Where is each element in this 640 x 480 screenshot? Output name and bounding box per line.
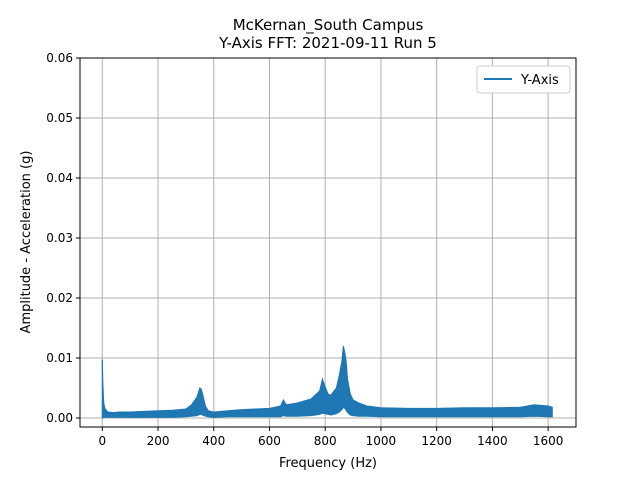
x-axis-ticks: 0 200 400 600 800 1000 1200 1400 1600 — [98, 427, 563, 448]
y-tick-label: 0.00 — [46, 411, 73, 425]
plot-series — [101, 345, 553, 419]
legend-box — [476, 65, 571, 94]
y-tick-label: 0.02 — [46, 291, 73, 305]
chart-title-line1: McKernan_South Campus — [233, 16, 424, 35]
y-tick-label: 0.04 — [46, 171, 73, 185]
x-tick-label: 400 — [202, 434, 225, 448]
x-tick-label: 200 — [147, 434, 170, 448]
x-tick-label: 1000 — [366, 434, 397, 448]
y-axis-ticks: 0.00 0.01 0.02 0.03 0.04 0.05 0.06 — [46, 51, 80, 425]
chart-title-line2: Y-Axis FFT: 2021-09-11 Run 5 — [218, 34, 437, 52]
x-tick-label: 0 — [98, 434, 106, 448]
x-tick-label: 1400 — [477, 434, 508, 448]
y-tick-label: 0.06 — [46, 51, 73, 65]
y-tick-label: 0.05 — [46, 111, 73, 125]
x-tick-label: 800 — [314, 434, 337, 448]
fft-series-line — [101, 348, 553, 418]
plot-frame — [79, 57, 577, 428]
y-axis-label: Amplitude - Acceleration (g) — [19, 151, 34, 334]
x-axis-label: Frequency (Hz) — [279, 456, 377, 471]
y-tick-label: 0.01 — [46, 351, 73, 365]
legend-label: Y-Axis — [520, 73, 559, 88]
y-tick-label: 0.03 — [46, 231, 73, 245]
x-tick-label: 600 — [258, 434, 281, 448]
legend: Y-Axis — [476, 65, 571, 94]
plot-area — [80, 58, 576, 427]
x-tick-label: 1600 — [533, 434, 564, 448]
x-tick-label: 1200 — [421, 434, 452, 448]
grid-lines — [80, 57, 576, 427]
